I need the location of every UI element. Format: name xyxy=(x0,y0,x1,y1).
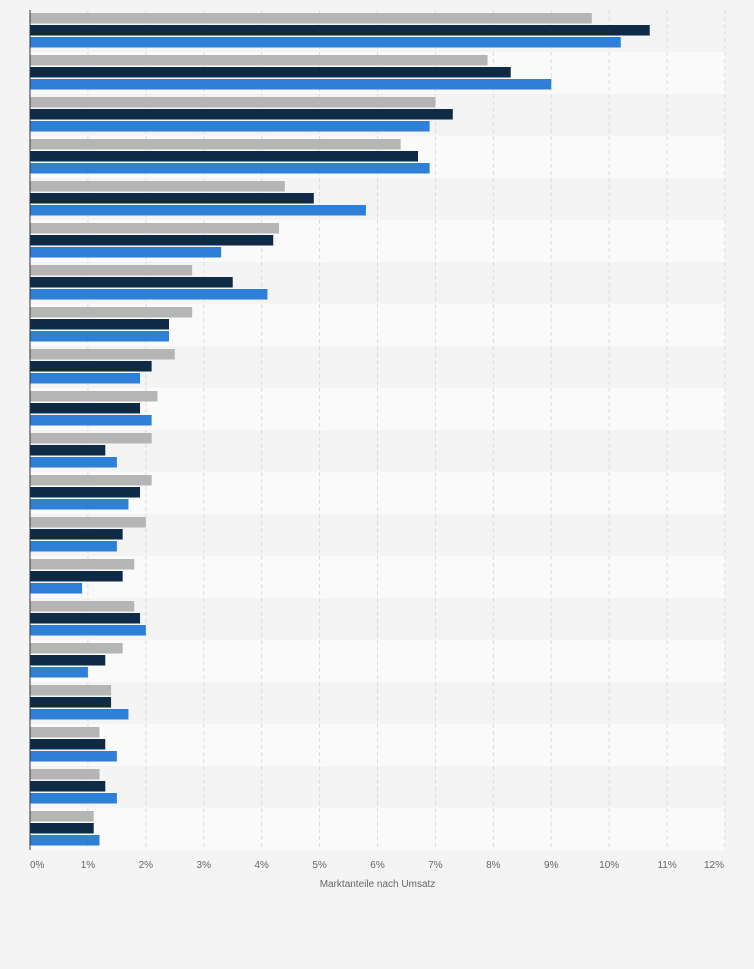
bar-series-3 xyxy=(30,499,129,510)
x-axis-ticks: 0% 1% 2% 3% 4% 5% 6% 7% 8% 9% 10% 11% 12% xyxy=(30,860,724,871)
bar-series-1 xyxy=(30,685,112,696)
bar-series-3 xyxy=(30,835,100,846)
bar-series-1 xyxy=(30,517,146,528)
bar-series-1 xyxy=(30,391,158,402)
bar-series-2 xyxy=(30,235,274,246)
bar-series-1 xyxy=(30,811,94,822)
bar-series-2 xyxy=(30,739,106,750)
bar-series-1 xyxy=(30,475,152,486)
bar-series-3 xyxy=(30,583,83,594)
bar-series-3 xyxy=(30,79,552,90)
bar-series-2 xyxy=(30,823,94,834)
bar-series-3 xyxy=(30,541,117,552)
bar-series-3 xyxy=(30,751,117,762)
bar-series-2 xyxy=(30,109,453,120)
bar-series-3 xyxy=(30,205,366,216)
bar-series-3 xyxy=(30,289,268,300)
bar-series-3 xyxy=(30,667,88,678)
bar-series-1 xyxy=(30,181,285,192)
bars xyxy=(30,13,650,846)
bar-series-2 xyxy=(30,697,112,708)
bar-series-2 xyxy=(30,529,123,540)
x-tick-label: 5% xyxy=(312,860,327,871)
bar-series-3 xyxy=(30,121,430,132)
x-tick-label: 4% xyxy=(254,860,269,871)
bar-series-1 xyxy=(30,349,175,360)
bar-series-2 xyxy=(30,361,152,372)
bar-series-1 xyxy=(30,265,193,276)
bar-series-2 xyxy=(30,571,123,582)
bar-series-1 xyxy=(30,643,123,654)
bar-series-1 xyxy=(30,559,135,570)
x-tick-label: 2% xyxy=(139,860,154,871)
x-tick-label: 7% xyxy=(428,860,443,871)
bar-series-3 xyxy=(30,331,169,342)
x-tick-label: 12% xyxy=(704,860,724,871)
bar-series-2 xyxy=(30,319,169,330)
x-tick-label: 8% xyxy=(486,860,501,871)
x-tick-label: 3% xyxy=(197,860,212,871)
bar-series-1 xyxy=(30,307,193,318)
bar-series-2 xyxy=(30,151,419,162)
x-tick-label: 9% xyxy=(544,860,559,871)
bar-series-1 xyxy=(30,223,280,234)
bar-series-1 xyxy=(30,55,488,66)
bar-series-1 xyxy=(30,97,436,108)
bar-series-3 xyxy=(30,625,146,636)
bar-series-1 xyxy=(30,433,152,444)
bar-series-2 xyxy=(30,781,106,792)
bar-series-1 xyxy=(30,139,401,150)
bar-series-3 xyxy=(30,163,430,174)
bar-series-2 xyxy=(30,403,141,414)
bar-series-2 xyxy=(30,25,650,36)
x-tick-label: 10% xyxy=(599,860,619,871)
bar-series-3 xyxy=(30,793,117,804)
bar-series-3 xyxy=(30,373,141,384)
gridlines xyxy=(87,10,726,850)
x-tick-label: 1% xyxy=(81,860,96,871)
x-tick-label: 0% xyxy=(30,860,45,871)
bar-series-2 xyxy=(30,445,106,456)
bar-series-2 xyxy=(30,613,141,624)
bar-series-1 xyxy=(30,13,592,24)
bar-series-3 xyxy=(30,37,621,48)
bar-series-3 xyxy=(30,415,152,426)
bar-series-2 xyxy=(30,655,106,666)
bar-series-2 xyxy=(30,67,511,78)
x-axis-title: Marktanteile nach Umsatz xyxy=(320,879,436,890)
bar-series-3 xyxy=(30,709,129,720)
x-tick-label: 6% xyxy=(370,860,385,871)
bar-series-2 xyxy=(30,277,233,288)
bar-series-2 xyxy=(30,487,141,498)
x-tick-label: 11% xyxy=(657,860,676,871)
bar-series-3 xyxy=(30,457,117,468)
bar-series-1 xyxy=(30,601,135,612)
bar-series-1 xyxy=(30,727,100,738)
bar-series-1 xyxy=(30,769,100,780)
bar-series-3 xyxy=(30,247,222,258)
bar-series-2 xyxy=(30,193,314,204)
